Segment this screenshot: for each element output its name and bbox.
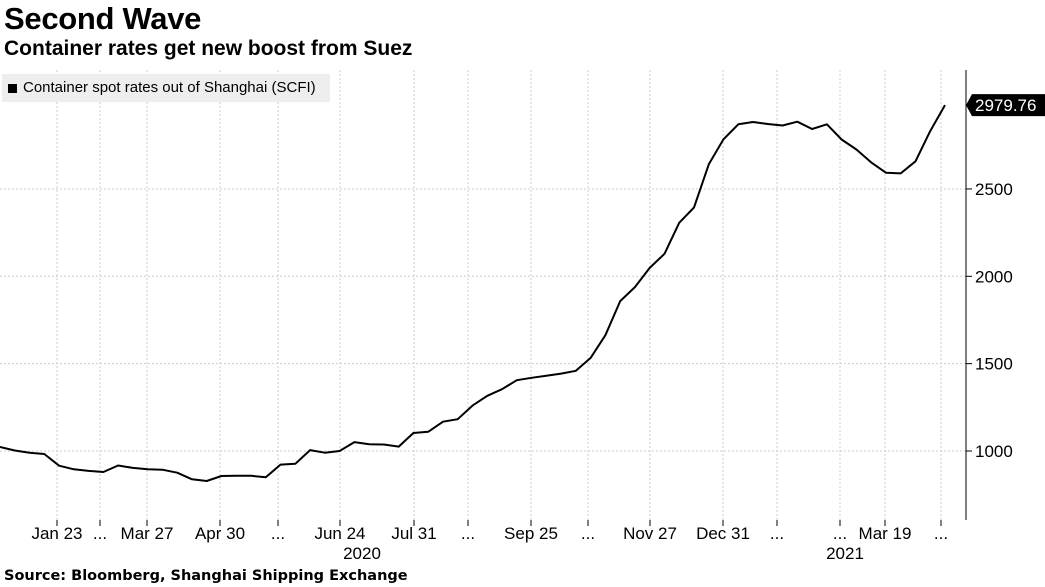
x-tick-label: ...	[93, 524, 107, 543]
x-tick-label: ...	[581, 524, 595, 543]
vertical-gridlines	[56, 70, 942, 520]
x-tick-label: Jun 24	[314, 524, 365, 543]
x-tick-label: Jul 31	[391, 524, 436, 543]
x-tick-label: Mar 19	[859, 524, 912, 543]
y-tick-label: 2500	[975, 180, 1013, 199]
legend-label: Container spot rates out of Shanghai (SC…	[23, 79, 316, 96]
legend-swatch	[8, 83, 17, 93]
last-value-label: 2979.76	[975, 96, 1036, 115]
x-tick-label: ...	[770, 524, 784, 543]
year-label: 2020	[343, 544, 381, 563]
x-tick-label: Mar 27	[121, 524, 174, 543]
y-tick-label: 1500	[975, 355, 1013, 374]
chart-subtitle: Container rates get new boost from Suez	[4, 37, 413, 60]
x-tick-label: ...	[461, 524, 475, 543]
year-labels: 2020 2021	[343, 544, 864, 563]
x-tick-label: ...	[833, 524, 847, 543]
x-tick-label: Sep 25	[504, 524, 558, 543]
x-tick-label: ...	[934, 524, 948, 543]
chart-title: Second Wave	[4, 1, 202, 36]
x-tick-label: Jan 23	[31, 524, 82, 543]
x-tick-label: Nov 27	[623, 524, 677, 543]
y-tick-label: 1000	[975, 442, 1013, 461]
last-value-box	[966, 94, 1045, 117]
x-axis-ticks: Jan 23... Mar 27 Apr 30... Jun 24 Jul 31... S…	[31, 520, 948, 543]
legend: Container spot rates out of Shanghai (SC…	[2, 74, 330, 102]
y-axis-ticks: 1000 1500 2000 2500	[966, 180, 1013, 461]
y-tick-label: 2000	[975, 267, 1013, 286]
year-label: 2021	[826, 544, 864, 563]
x-tick-label: Apr 30	[195, 524, 245, 543]
source-note: Source: Bloomberg, Shanghai Shipping Exc…	[4, 568, 408, 584]
last-value-marker: 2979.76	[966, 94, 1045, 117]
x-tick-label: ...	[271, 524, 285, 543]
horizontal-gridlines	[0, 188, 966, 452]
x-tick-label: Dec 31	[696, 524, 750, 543]
series-line-scfi	[0, 104, 946, 482]
